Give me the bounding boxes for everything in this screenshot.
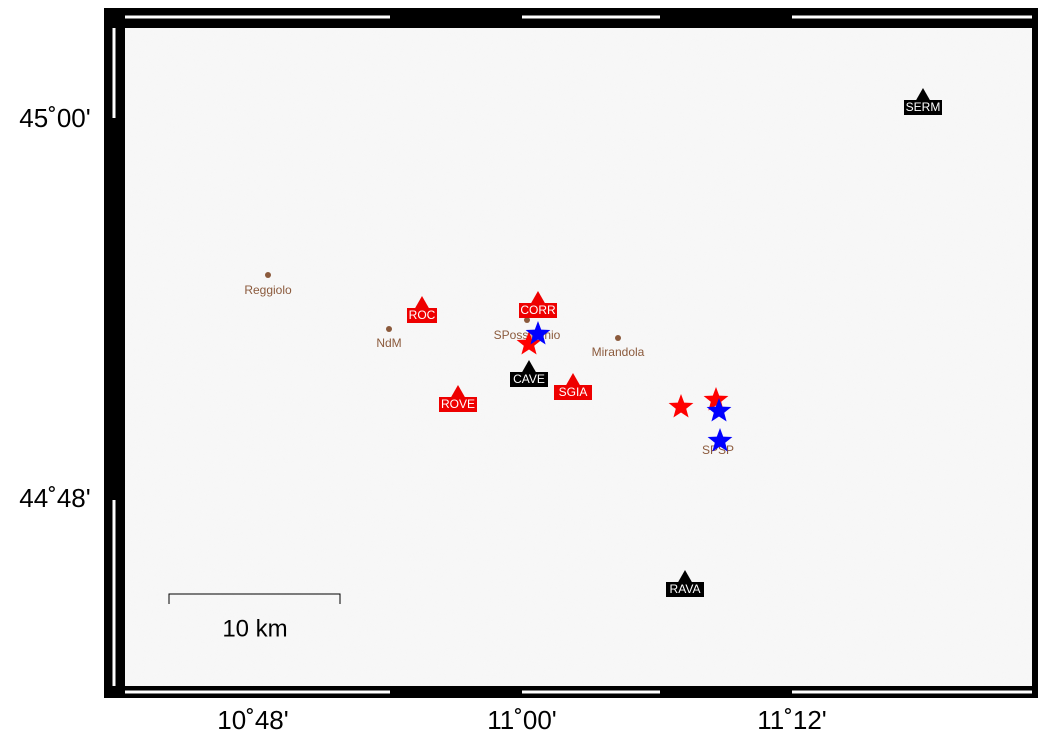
station-label: CAVE xyxy=(513,372,545,386)
town-label: Mirandola xyxy=(592,345,645,359)
lat-label: 44˚48' xyxy=(19,483,90,513)
lon-label: 11˚12' xyxy=(757,705,827,735)
station-label: SGIA xyxy=(559,385,588,399)
relief xyxy=(125,28,1032,686)
station-label: ROC xyxy=(409,308,436,322)
scale-label: 10 km xyxy=(222,615,287,642)
town-label: NdM xyxy=(376,336,401,350)
town-dot xyxy=(615,335,621,341)
map: 45˚00' 44˚48' 10˚48' 11˚00' 11˚12' Reggiolo Nd… xyxy=(0,0,1042,740)
station-label: SERM xyxy=(906,100,941,114)
lon-label: 10˚48' xyxy=(217,705,288,735)
town-dot xyxy=(386,326,392,332)
lon-label: 11˚00' xyxy=(487,705,557,735)
town-label: Reggiolo xyxy=(244,283,292,297)
station-label: CORR xyxy=(520,303,556,317)
lat-label: 45˚00' xyxy=(19,103,90,133)
station-label: ROVE xyxy=(441,397,475,411)
town-dot xyxy=(265,272,271,278)
station-label: RAVA xyxy=(670,582,701,596)
